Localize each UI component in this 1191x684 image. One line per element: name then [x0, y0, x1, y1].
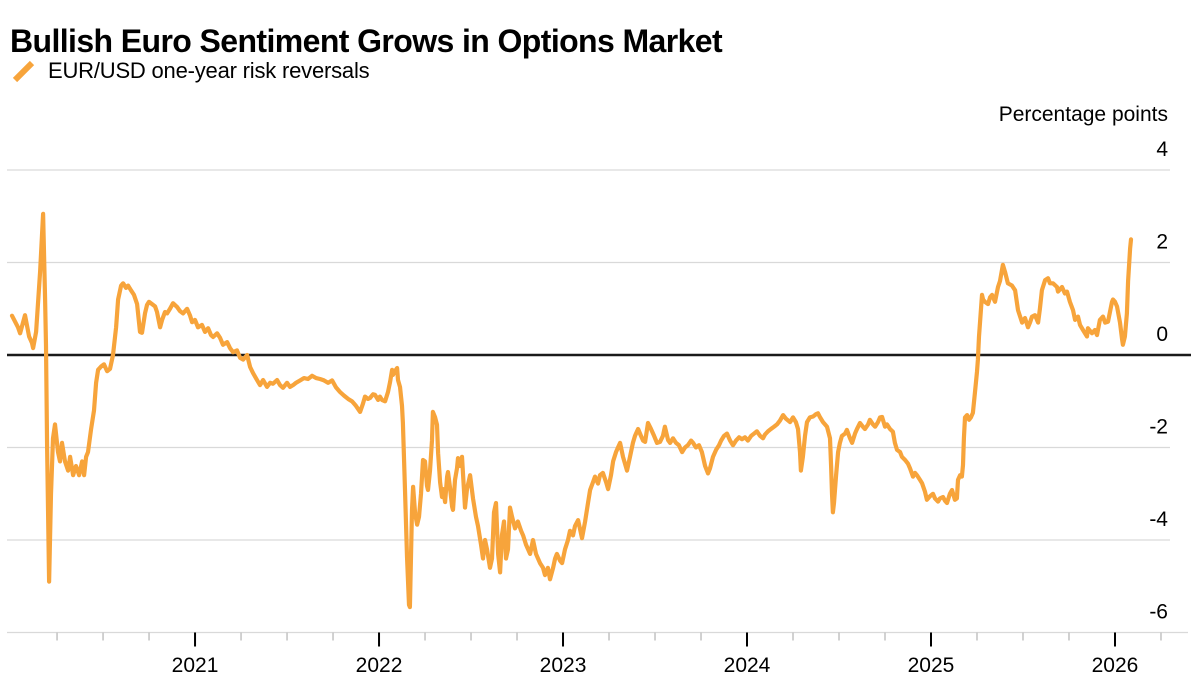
y-axis-title: Percentage points — [998, 103, 1168, 126]
y-tick-label: -2 — [1149, 416, 1168, 439]
y-tick-label: 4 — [1156, 138, 1168, 161]
legend: EUR/USD one-year risk reversals — [11, 58, 370, 84]
x-tick-label: 2022 — [356, 654, 403, 677]
x-tick-label: 2025 — [908, 654, 955, 677]
x-tick-label: 2021 — [172, 654, 219, 677]
x-tick-label: 2024 — [724, 654, 771, 677]
legend-label: EUR/USD one-year risk reversals — [48, 58, 370, 83]
y-tick-label: -6 — [1149, 601, 1168, 624]
x-tick-label: 2023 — [540, 654, 587, 677]
y-tick-label: 0 — [1156, 323, 1168, 346]
series-slash-icon — [12, 60, 35, 83]
x-tick-label: 2026 — [1092, 654, 1139, 677]
page-title: Bullish Euro Sentiment Grows in Options … — [10, 23, 723, 60]
y-tick-label: 2 — [1156, 231, 1168, 254]
risk-reversal-line — [9, 211, 1134, 610]
y-tick-label: -4 — [1149, 508, 1168, 531]
